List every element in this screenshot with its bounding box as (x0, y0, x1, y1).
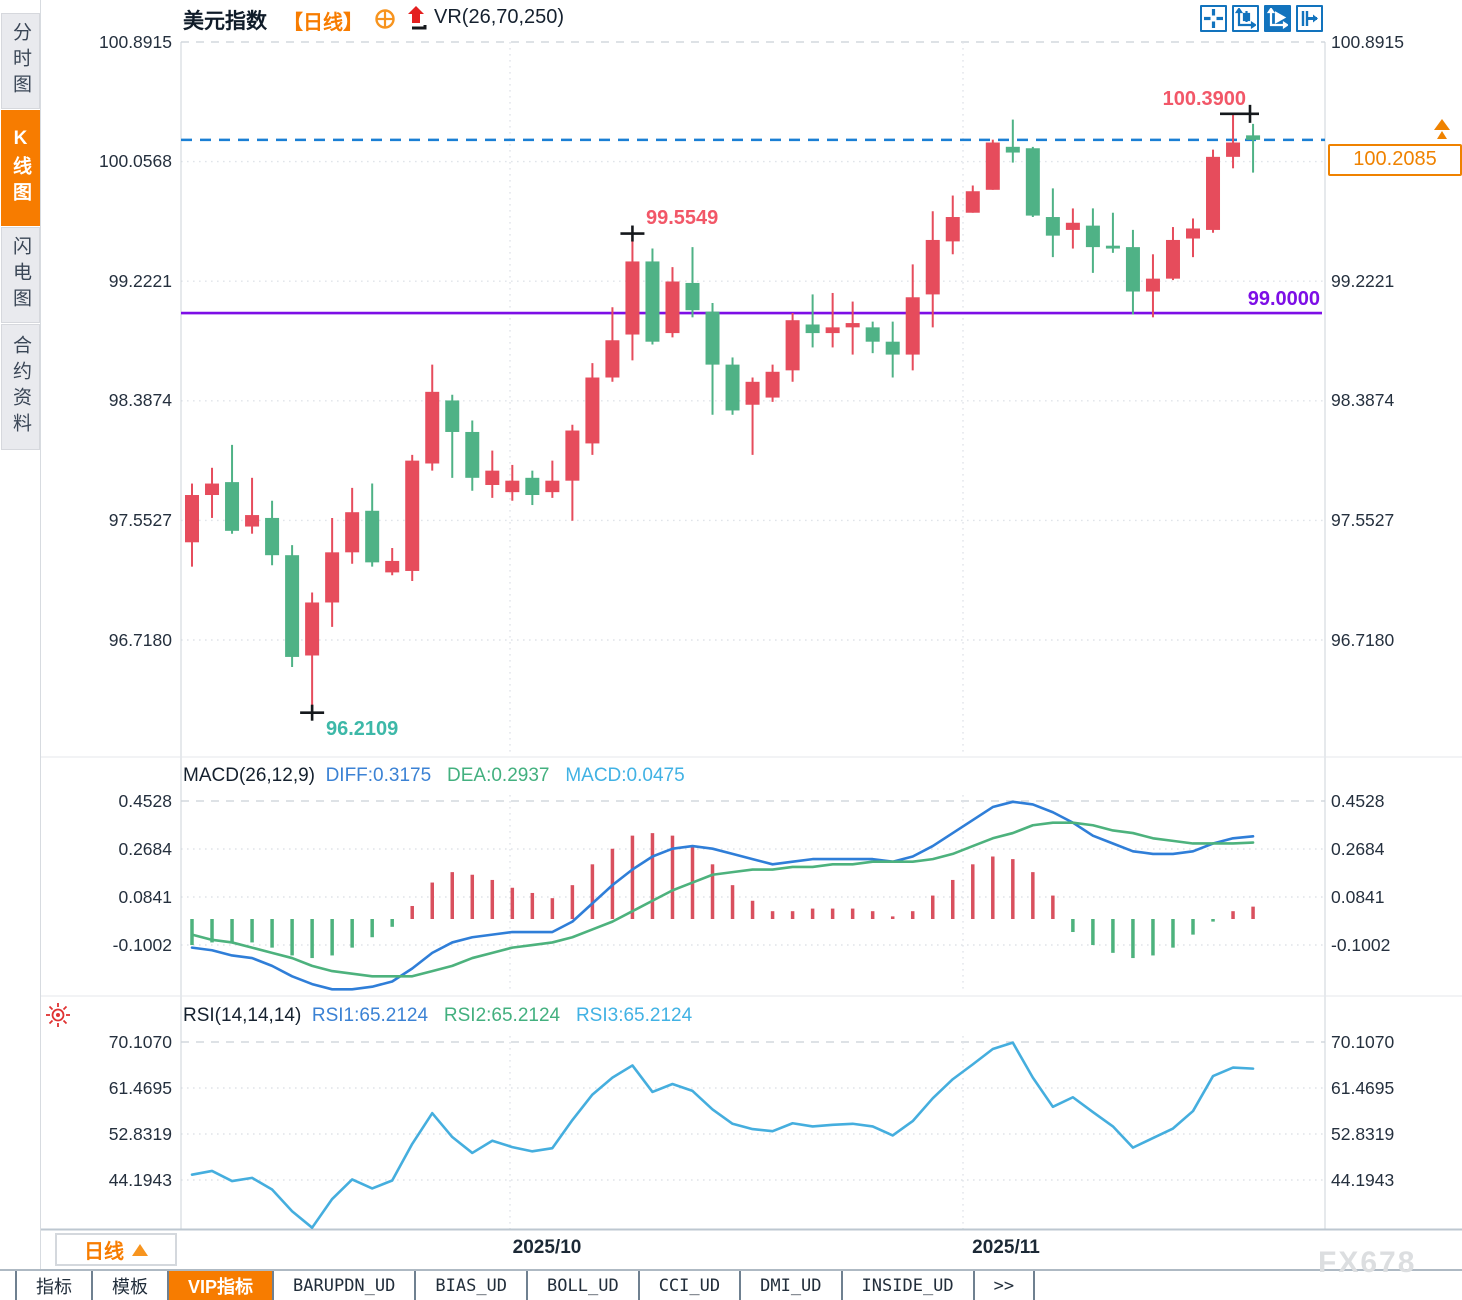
rsi-header: RSI(14,14,14) RSI1:65.2124 RSI2:65.2124 … (183, 1005, 692, 1027)
rsi-axis-label: 52.8319 (1331, 1124, 1395, 1144)
price-axis-label: 98.3874 (108, 390, 172, 410)
price-axis-label: 100.0568 (99, 151, 172, 171)
rsi-axis-label: 70.1070 (1331, 1032, 1395, 1052)
tab-boll-ud[interactable]: BOLL_UD (528, 1271, 640, 1300)
macd-axis-label: 0.4528 (118, 791, 172, 811)
macd-axis-label: -0.1002 (1331, 935, 1391, 955)
macd-value: MACD:0.0475 (565, 765, 685, 786)
macd-axis-label: 0.2684 (118, 839, 172, 859)
tab-dmi-ud[interactable]: DMI_UD (741, 1271, 843, 1300)
price-up-arrow-icon (1434, 119, 1450, 130)
chevron-up-icon (132, 1243, 148, 1256)
rsi-axis-label: 44.1943 (108, 1170, 172, 1190)
sidebar-item-kline-chart[interactable]: K线图 (1, 110, 40, 226)
pan-right-icon[interactable] (1296, 5, 1323, 32)
support-level-annotation: 99.0000 (1247, 288, 1320, 310)
red-sun-icon[interactable] (45, 1002, 71, 1028)
peak-price-annotation: 99.5549 (646, 207, 719, 229)
rsi-axis-label: 61.4695 (1331, 1078, 1395, 1098)
rsi-axis-label: 44.1943 (1331, 1170, 1395, 1190)
rsi1-value: RSI1:65.2124 (311, 1005, 429, 1026)
indicator-tabbar: 指标 模板 VIP指标 BARUPDN_UD BIAS_UD BOLL_UD C… (0, 1269, 1462, 1300)
macd-axis-label: 0.4528 (1331, 791, 1385, 811)
period-selector-label: 日线 (84, 1241, 124, 1263)
tab-bias-ud[interactable]: BIAS_UD (416, 1271, 529, 1300)
period-selector-button[interactable]: 日线 (55, 1233, 177, 1266)
instrument-title: 美元指数 (183, 10, 267, 33)
price-axis-label: 100.8915 (99, 32, 172, 52)
macd-header: MACD(26,12,9) DIFF:0.3175 DEA:0.2937 MAC… (183, 765, 685, 787)
tab-inside-ud[interactable]: INSIDE_UD (843, 1271, 975, 1300)
rsi-axis-label: 61.4695 (108, 1078, 172, 1098)
macd-axis-label: 0.2684 (1331, 839, 1385, 859)
price-axis-label: 97.5527 (108, 510, 172, 530)
tab-more[interactable]: >> (975, 1271, 1036, 1300)
tab-indicators[interactable]: 指标 (17, 1271, 93, 1300)
tab-vip-indicators[interactable]: VIP指标 (169, 1271, 275, 1300)
sidebar-item-timeline-chart[interactable]: 分时图 (1, 13, 40, 109)
rsi3-value: RSI3:65.2124 (575, 1005, 693, 1026)
sidebar-item-flash-chart[interactable]: 闪电图 (1, 227, 40, 323)
price-axis-label: 97.5527 (1331, 510, 1395, 530)
tab-barupdn-ud[interactable]: BARUPDN_UD (274, 1271, 417, 1300)
price-axis-label: 96.7180 (1331, 630, 1395, 650)
price-axis-label: 100.8915 (1331, 32, 1404, 52)
sidebar-item-contract-info[interactable]: 合约资料 (1, 324, 40, 450)
macd-dea-value: DEA:0.2937 (447, 765, 550, 786)
left-sidebar: 分时图 K线图 闪电图 合约资料 (0, 0, 41, 1300)
chart-toolbar (1200, 5, 1323, 32)
tab-cci-ud[interactable]: CCI_UD (640, 1271, 742, 1300)
macd-axis-label: 0.0841 (1331, 887, 1385, 907)
macd-axis-label: 0.0841 (118, 887, 172, 907)
axis-candle-icon[interactable] (1232, 5, 1259, 32)
rsi-axis-label: 70.1070 (108, 1032, 172, 1052)
macd-axis-label: -0.1002 (112, 935, 172, 955)
macd-title: MACD(26,12,9) (183, 765, 315, 786)
target-add-icon[interactable] (374, 8, 396, 30)
low-price-annotation: 96.2109 (326, 718, 399, 740)
indicator-title: VR(26,70,250) (434, 6, 565, 28)
period-tag: 【日线】 (283, 12, 363, 34)
price-axis-label: 99.2221 (108, 271, 172, 291)
crosshair-move-icon[interactable] (1200, 5, 1227, 32)
x-axis-label-nov: 2025/11 (972, 1237, 1040, 1258)
axis-play-icon[interactable] (1264, 5, 1291, 32)
tabbar-spacer (0, 1271, 17, 1300)
price-axis-label: 96.7180 (108, 630, 172, 650)
x-axis-label-oct: 2025/10 (512, 1237, 582, 1258)
rsi-title: RSI(14,14,14) (183, 1005, 302, 1026)
price-axis-label: 99.2221 (1331, 271, 1395, 291)
high-price-annotation: 100.3900 (1162, 88, 1246, 110)
rsi2-value: RSI2:65.2124 (443, 1005, 561, 1026)
red-up-arrow-icon[interactable] (406, 3, 428, 31)
watermark: FX678 (1318, 1246, 1417, 1279)
tab-templates[interactable]: 模板 (93, 1271, 169, 1300)
rsi-axis-label: 52.8319 (108, 1124, 172, 1144)
last-price-tag: 100.2085 (1328, 144, 1462, 176)
price-up-arrow-icon (1437, 131, 1447, 139)
macd-diff-value: DIFF:0.3175 (325, 765, 432, 786)
price-axis-label: 98.3874 (1331, 390, 1395, 410)
